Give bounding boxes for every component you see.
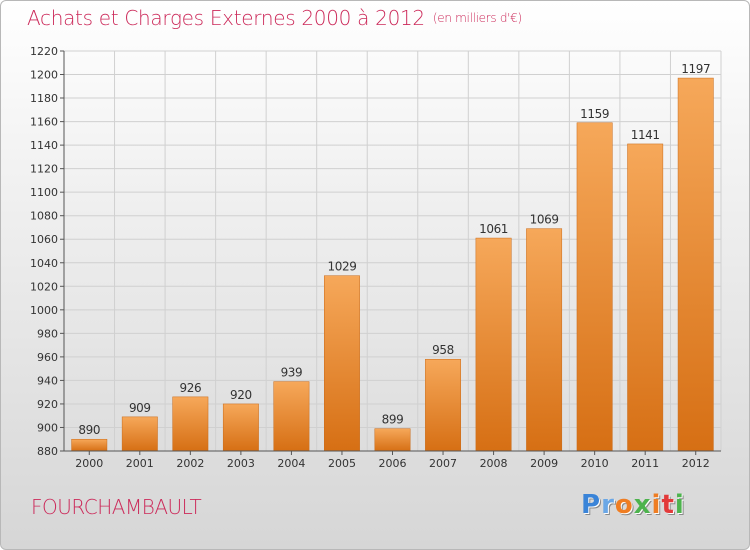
y-tick-label: 980	[37, 327, 58, 340]
x-tick-label: 2002	[176, 457, 204, 470]
data-label: 1061	[479, 222, 508, 236]
bar-2011	[627, 143, 664, 452]
y-tick-label: 1040	[30, 257, 58, 270]
bar-2004	[273, 381, 310, 452]
y-tick-label: 1100	[30, 186, 58, 199]
bar-2008	[475, 237, 512, 452]
y-tick-label: 940	[37, 374, 58, 387]
bar-2007	[425, 358, 461, 452]
bar-2001	[121, 416, 158, 452]
y-tick-label: 1120	[30, 163, 58, 176]
data-label: 890	[78, 423, 100, 437]
x-tick-label: 2006	[379, 457, 407, 470]
y-tick-label: 1080	[30, 210, 58, 223]
x-tick-label: 2011	[631, 457, 659, 470]
x-tick-label: 2001	[126, 457, 154, 470]
y-tick-label: 1060	[30, 233, 58, 246]
chart-unit: (en milliers d'€)	[432, 11, 522, 25]
y-tick-label: 900	[37, 421, 58, 434]
y-tick-label: 1160	[30, 116, 58, 129]
x-tick-label: 2008	[480, 457, 508, 470]
data-label: 1159	[580, 107, 609, 121]
x-tick-label: 2012	[682, 457, 710, 470]
chart-title: Achats et Charges Externes 2000 à 2012 (e…	[27, 6, 522, 30]
x-tick-label: 2004	[277, 457, 305, 470]
bar-2000	[71, 438, 108, 452]
bar-2010	[576, 122, 613, 452]
x-tick-label: 2003	[227, 457, 255, 470]
y-tick-label: 920	[37, 398, 58, 411]
data-label: 909	[129, 401, 151, 415]
commune-name: FOURCHAMBAULT	[31, 495, 202, 519]
data-label: 1141	[631, 128, 660, 142]
x-tick-label: 2007	[429, 457, 457, 470]
x-tick-label: 2009	[530, 457, 558, 470]
y-tick-label: 880	[37, 445, 58, 458]
data-label: 926	[179, 381, 201, 395]
bar-2005	[324, 275, 360, 452]
data-label: 899	[382, 413, 404, 427]
chart-title-text: Achats et Charges Externes 2000 à 2012	[27, 6, 425, 30]
bar-2012	[677, 77, 714, 452]
y-tick-label: 1200	[30, 69, 58, 82]
x-tick-label: 2005	[328, 457, 356, 470]
data-label: 1029	[327, 260, 356, 274]
bars: 890 909 926 920 939 1029 899 958 1061 1069 1159 114…	[71, 62, 714, 452]
data-label: 1197	[681, 62, 710, 76]
y-tick-label: 960	[37, 351, 58, 364]
grid-lines	[63, 50, 722, 452]
y-axis: 880 900 920 940 960 980 1000 1020 1040 1060 1080 11…	[30, 45, 65, 458]
y-tick-label: 1180	[30, 92, 58, 105]
y-tick-label: 1220	[30, 45, 58, 58]
proxiti-logo[interactable]: Proxiti	[581, 490, 685, 520]
bar-2002	[172, 396, 209, 452]
data-label: 1069	[530, 213, 559, 227]
data-label: 958	[432, 343, 454, 357]
bar-2009	[526, 228, 563, 452]
x-tick-label: 2010	[581, 457, 609, 470]
bar-2006	[374, 428, 411, 452]
x-tick-label: 2000	[75, 457, 103, 470]
data-label: 939	[281, 366, 303, 380]
y-tick-label: 1000	[30, 304, 58, 317]
y-tick-label: 1140	[30, 139, 58, 152]
bar-2003	[222, 403, 259, 452]
y-tick-label: 1020	[30, 280, 58, 293]
data-label: 920	[230, 388, 252, 402]
x-axis: 2000 2001 2002 2003 2004 2005 2006 2007 2008 2009…	[64, 450, 721, 470]
